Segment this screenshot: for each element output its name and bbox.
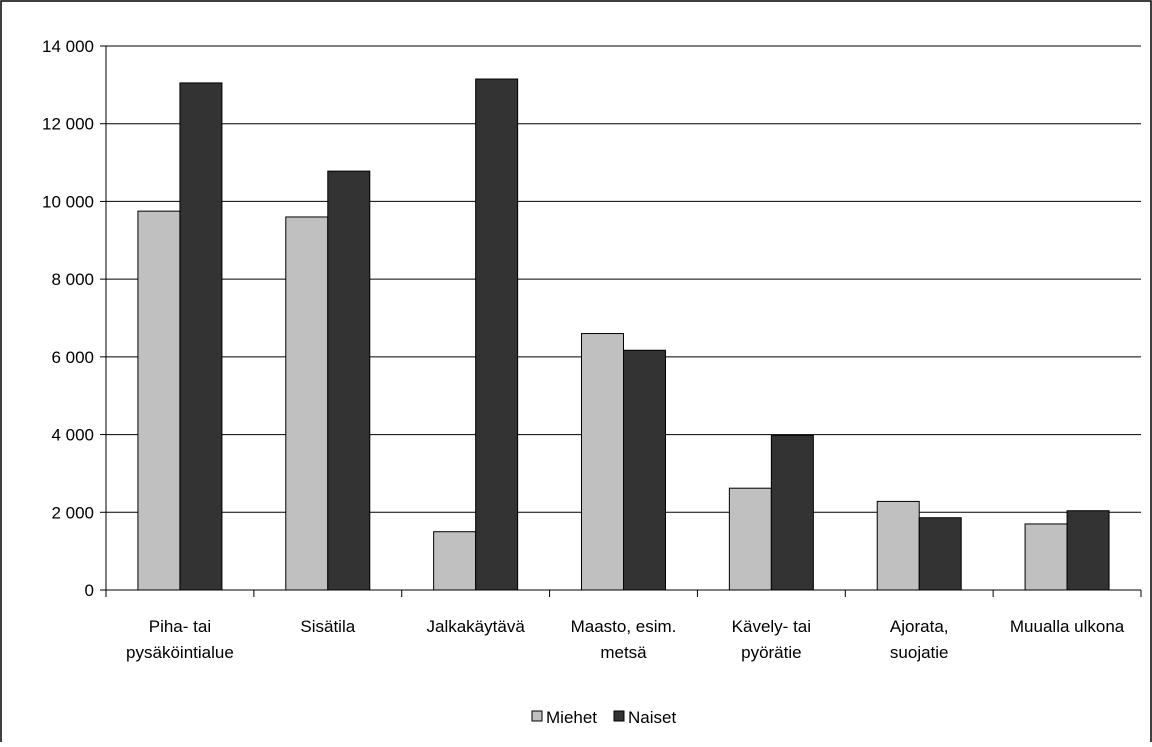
bar-miehet-5: [876, 500, 920, 591]
x-category-label: Kävely- tai: [732, 617, 811, 636]
x-category-label: Muualla ulkona: [1010, 617, 1125, 636]
bar-naiset-0: [179, 82, 223, 591]
x-category-label: Ajorata,: [890, 617, 949, 636]
x-category-label: Jalkakäytävä: [427, 617, 526, 636]
y-tick-labels: 0 2 000 4 000 6 000 8 000 10 000 12 000 14 000: [42, 37, 94, 600]
bar-naiset-5: [918, 517, 962, 591]
x-category-label: Sisätila: [300, 617, 355, 636]
y-tick-label: 10 000: [42, 192, 94, 211]
y-tick-label: 2 000: [51, 503, 94, 522]
x-category-label: Piha- tai: [149, 617, 211, 636]
axes: [100, 45, 1142, 597]
bar-naiset-2: [475, 78, 519, 591]
legend-swatch-naiset: [613, 710, 625, 722]
legend: Miehet Naiset: [531, 708, 676, 727]
bar-naiset-1: [327, 170, 371, 591]
bar-naiset-4: [770, 434, 814, 591]
bar-naiset-3: [623, 349, 666, 591]
x-category-label: pysäköintialue: [126, 643, 234, 662]
bar-miehet-1: [285, 216, 329, 591]
bar-miehet-3: [581, 333, 624, 591]
y-tick-label: 0: [85, 581, 94, 600]
x-category-label: suojatie: [890, 643, 949, 662]
x-category-label: Maasto, esim.: [571, 617, 677, 636]
bar-naiset-6: [1066, 510, 1110, 591]
bar-miehet-2: [433, 531, 477, 591]
x-category-label: metsä: [600, 643, 647, 662]
bars: [137, 78, 1110, 591]
legend-label-naiset: Naiset: [628, 708, 676, 727]
bar-miehet-4: [728, 487, 772, 591]
legend-label-miehet: Miehet: [546, 708, 597, 727]
x-category-labels: Piha- tai pysäköintialue Sisätila Jalkakäyt…: [126, 617, 1125, 662]
y-tick-label: 6 000: [51, 348, 94, 367]
legend-swatch-miehet: [531, 710, 543, 722]
y-tick-label: 8 000: [51, 270, 94, 289]
y-tick-label: 14 000: [42, 37, 94, 56]
y-tick-label: 4 000: [51, 426, 94, 445]
y-tick-label: 12 000: [42, 115, 94, 134]
x-category-label: pyörätie: [741, 643, 801, 662]
bar-miehet-6: [1024, 523, 1068, 591]
bar-miehet-0: [137, 210, 181, 591]
